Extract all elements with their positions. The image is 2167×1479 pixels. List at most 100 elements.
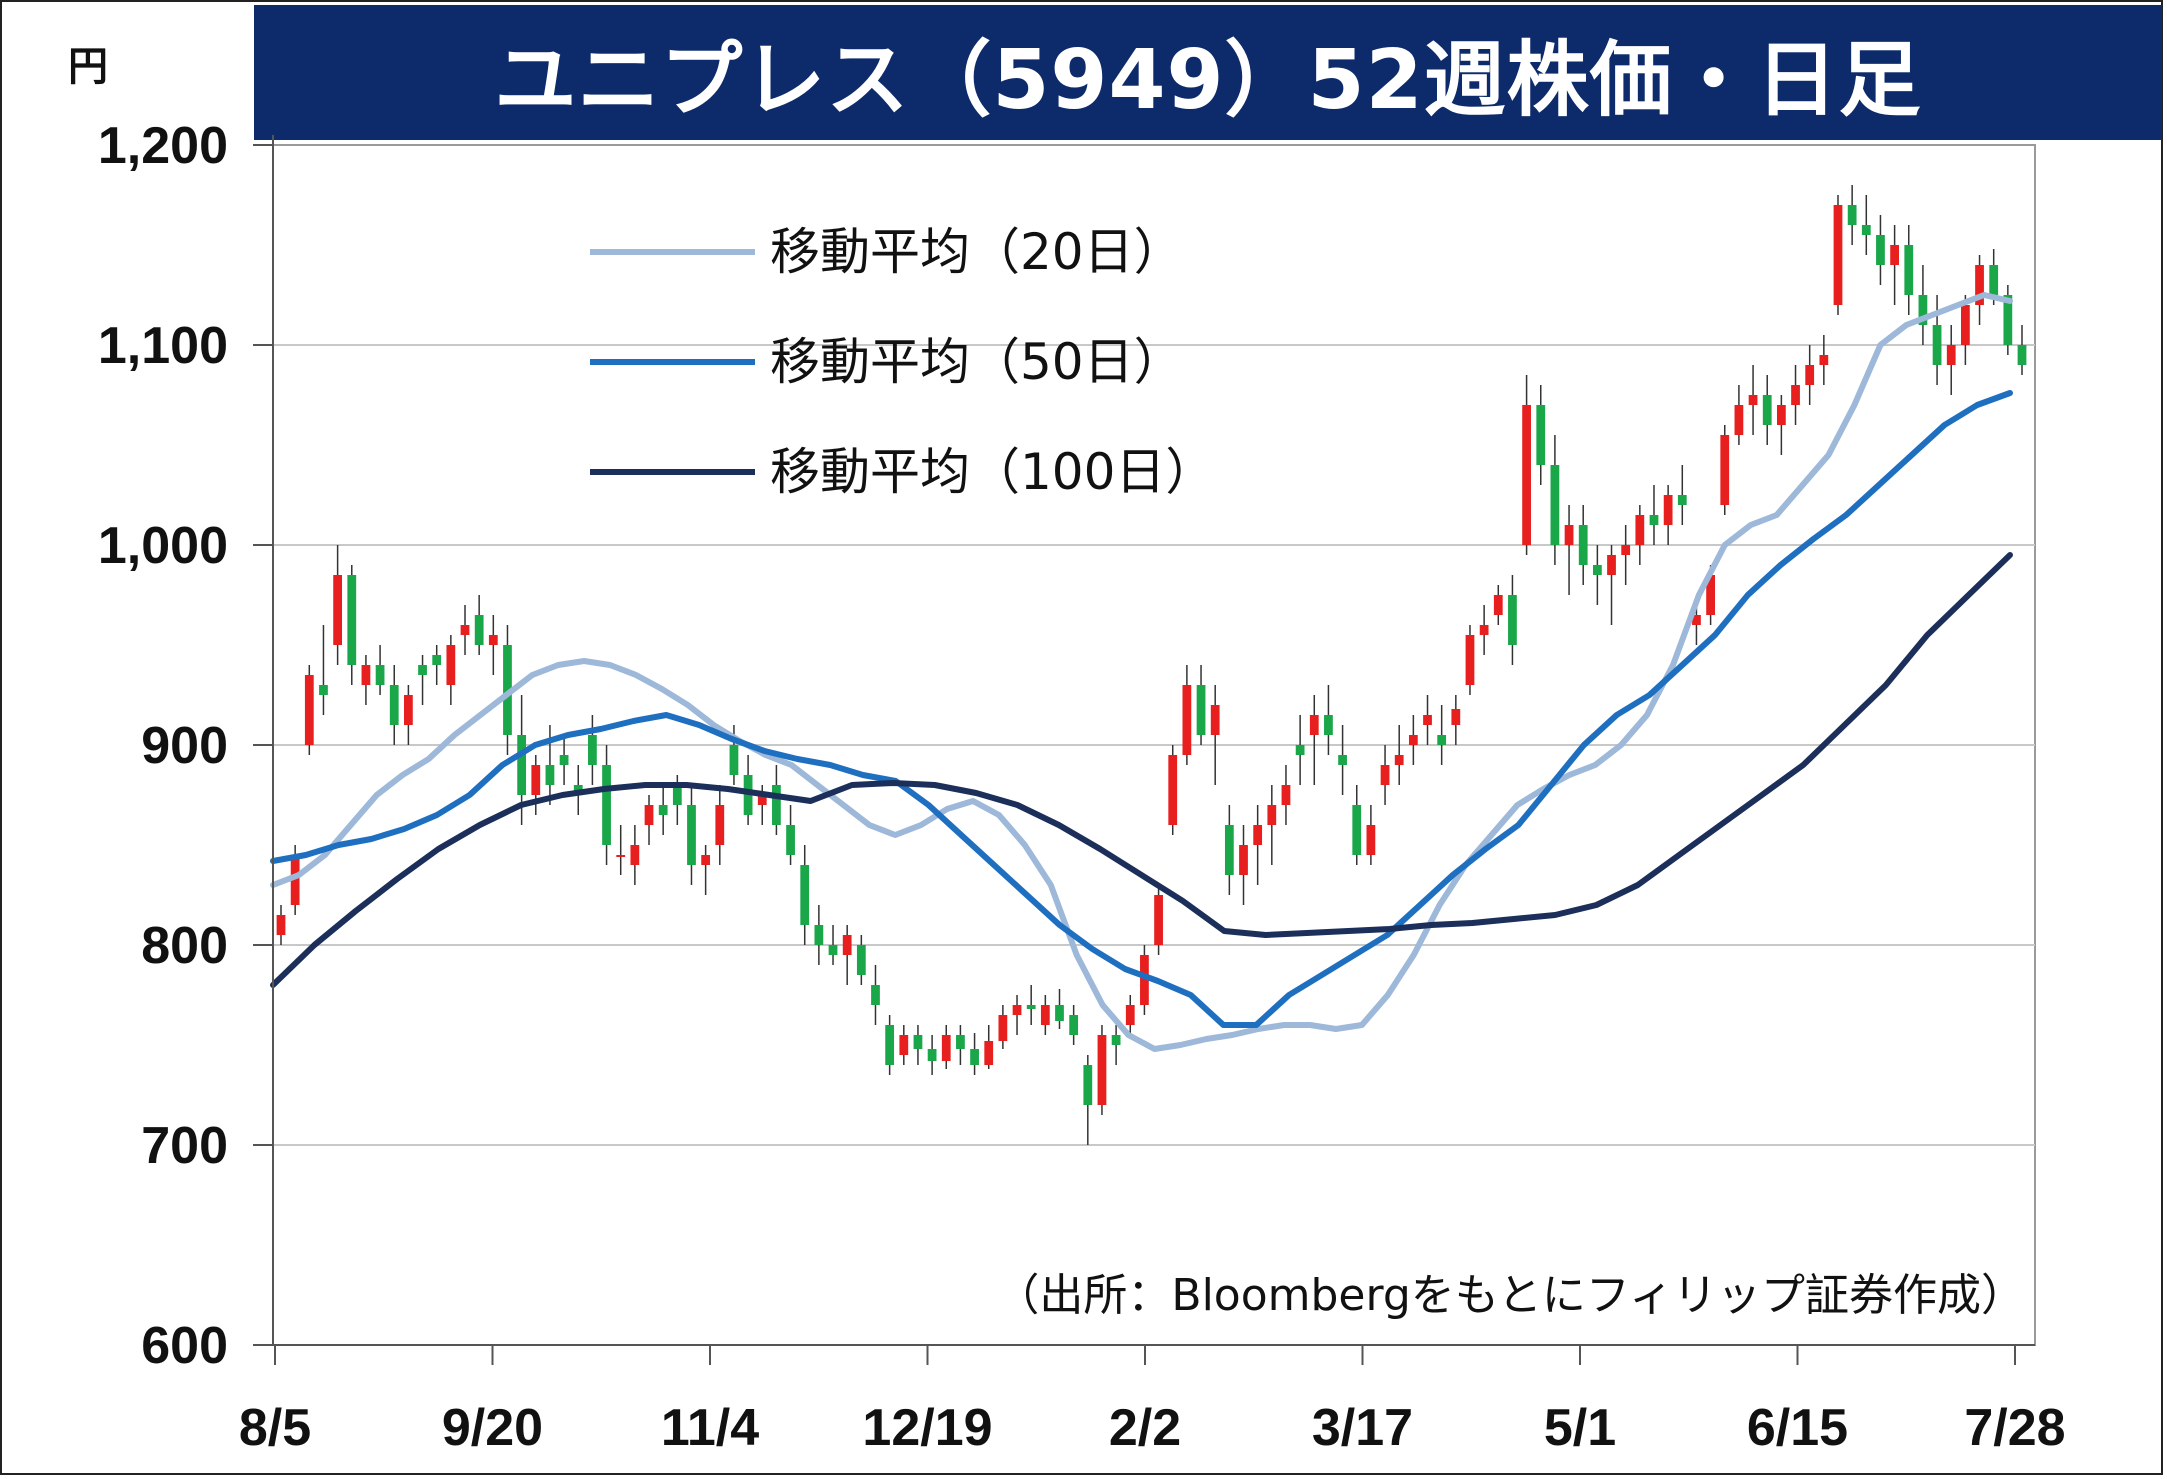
- candle-body: [899, 1035, 909, 1055]
- chart-title: ユニプレス（5949）52週株価・日足: [254, 5, 2162, 140]
- x-tick-label: 11/4: [661, 1399, 759, 1457]
- candle-body: [1649, 515, 1659, 525]
- candle-body: [1960, 305, 1970, 345]
- candle-body: [1762, 395, 1772, 425]
- candle-body: [772, 785, 781, 825]
- candle-body: [970, 1049, 979, 1065]
- candle-body: [1168, 755, 1178, 825]
- y-tick-label: 600: [141, 1317, 228, 1375]
- candle-body: [1394, 755, 1404, 765]
- candle-body: [1380, 765, 1390, 785]
- candle-body: [1069, 1015, 1079, 1035]
- candle-body: [2017, 345, 2027, 365]
- candle-body: [1706, 575, 1715, 615]
- candle-body: [1182, 685, 1192, 755]
- candle-body: [304, 675, 314, 745]
- candle-body: [984, 1041, 994, 1065]
- candle-body: [2003, 295, 2013, 345]
- candle-body: [800, 865, 810, 925]
- candle-body: [418, 665, 427, 675]
- candle-body: [1295, 745, 1305, 755]
- candle-body: [786, 825, 795, 855]
- legend: 移動平均（20日） 移動平均（50日） 移動平均（100日）: [590, 223, 1215, 501]
- candle-body: [757, 795, 767, 805]
- candle-body: [630, 845, 640, 865]
- candle-body: [1890, 245, 1899, 265]
- candle-body: [474, 615, 484, 645]
- candle-body: [319, 685, 328, 695]
- candle-body: [1338, 755, 1347, 765]
- source-note: （出所：Bloombergをもとにフィリップ証券作成）: [995, 1270, 2025, 1321]
- candle-body: [588, 735, 597, 765]
- candle-body: [1819, 355, 1829, 365]
- ma100-line: [270, 552, 2013, 988]
- candle-body: [1239, 845, 1248, 875]
- x-tick-label: 2/2: [1109, 1399, 1181, 1457]
- candle-body: [1083, 1065, 1093, 1105]
- candle-body: [616, 855, 626, 857]
- candle-body: [1097, 1035, 1107, 1105]
- candle-body: [814, 925, 824, 945]
- y-tick-label: 1,100: [98, 317, 228, 375]
- y-tick-label: 700: [141, 1117, 228, 1175]
- candle-body: [701, 855, 711, 865]
- candle-body: [1876, 235, 1885, 265]
- candle-body: [885, 1025, 895, 1065]
- candle-body: [333, 575, 343, 645]
- candle-body: [1522, 405, 1531, 545]
- candle-body: [1281, 785, 1291, 805]
- candle-body: [1635, 515, 1645, 545]
- candle-body: [404, 695, 413, 725]
- candle-body: [1989, 265, 1999, 295]
- candle-body: [389, 685, 399, 725]
- ma20-line: [270, 292, 2013, 1052]
- x-tick-label: 6/15: [1747, 1399, 1848, 1457]
- candle-body: [1677, 495, 1687, 505]
- candle-body: [856, 945, 866, 975]
- candle-body: [446, 645, 456, 685]
- candle-body: [1663, 495, 1673, 525]
- y-tick-label: 1,000: [98, 517, 228, 575]
- candle-body: [828, 945, 838, 955]
- candle-body: [1465, 635, 1475, 685]
- candle-body: [1479, 625, 1489, 635]
- candle-body: [1055, 1005, 1064, 1021]
- candle-body: [1451, 709, 1461, 725]
- candle-body: [1224, 825, 1234, 875]
- candle-body: [488, 635, 498, 645]
- candle-body: [1040, 1005, 1050, 1025]
- candle-body: [432, 655, 442, 665]
- candle-body: [1196, 685, 1206, 735]
- candle-body: [1210, 705, 1220, 735]
- candle-body: [913, 1035, 923, 1049]
- candle-body: [1833, 205, 1843, 305]
- candle-body: [743, 775, 753, 815]
- x-tick-label: 5/1: [1544, 1399, 1616, 1457]
- candle-body: [1692, 615, 1701, 625]
- candle-body: [1309, 715, 1319, 735]
- candle-body: [1253, 825, 1263, 845]
- legend-label: 移動平均（50日）: [770, 333, 1184, 391]
- candle-body: [1366, 825, 1376, 855]
- candle-body: [1352, 805, 1362, 855]
- candle-body: [1324, 715, 1333, 735]
- candle-body: [1550, 465, 1560, 545]
- candle-body: [927, 1049, 937, 1061]
- candle-body: [1776, 405, 1786, 425]
- candle-body: [1805, 365, 1815, 385]
- candle-body: [1720, 435, 1730, 505]
- candle-body: [1423, 715, 1432, 725]
- candle-body: [375, 665, 385, 685]
- candle-body: [956, 1035, 965, 1049]
- candle-body: [998, 1015, 1008, 1041]
- candle-body: [1621, 545, 1631, 555]
- x-tick-label: 7/28: [1964, 1399, 2065, 1457]
- candle-body: [1946, 345, 1956, 365]
- candle-body: [644, 805, 654, 825]
- candle-body: [687, 805, 696, 865]
- candle-body: [460, 625, 470, 635]
- x-tick-label: 3/17: [1312, 1399, 1413, 1457]
- candle-body: [503, 645, 512, 735]
